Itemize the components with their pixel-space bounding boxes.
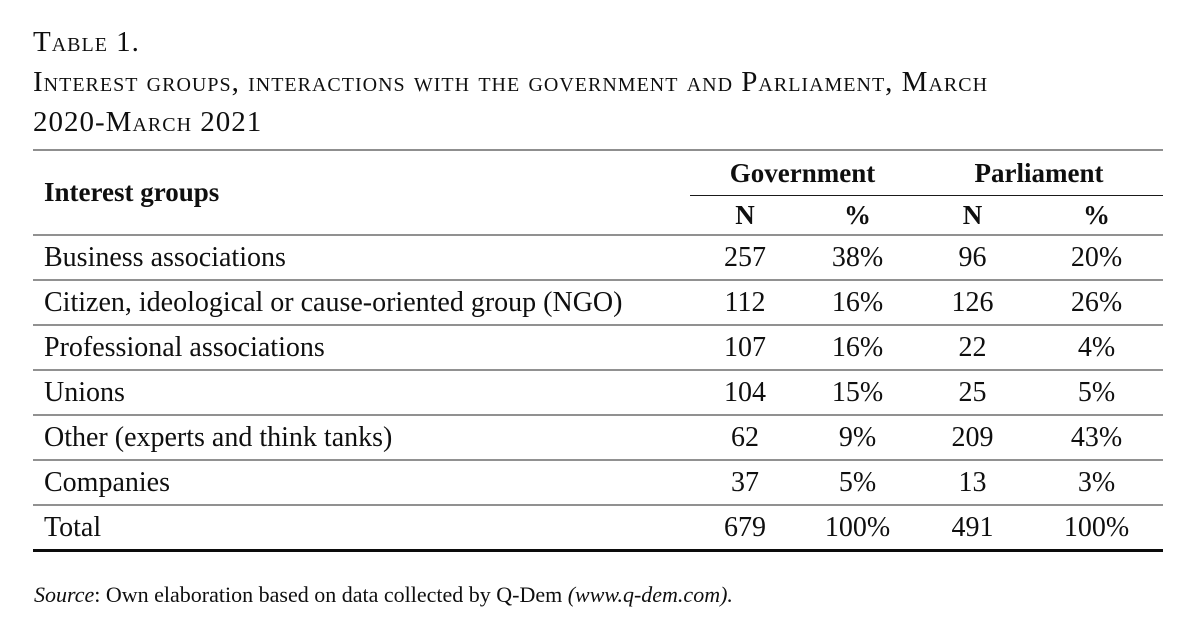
parl-pct-value: 5% bbox=[1030, 369, 1163, 415]
source-url: (www.q-dem.com). bbox=[567, 582, 733, 607]
gov-pct-value: 16% bbox=[800, 279, 915, 325]
table-title-block: Table 1. Interest groups, interactions w… bbox=[33, 22, 1163, 142]
gov-n-value: 107 bbox=[690, 324, 800, 370]
source-note: Source: Own elaboration based on data co… bbox=[33, 582, 1163, 608]
parl-pct-value: 43% bbox=[1030, 414, 1163, 460]
parl-n-value: 96 bbox=[915, 234, 1030, 280]
subheader-government-n: N bbox=[735, 199, 755, 230]
gov-n-value: 37 bbox=[690, 459, 800, 505]
column-group-government: Government bbox=[690, 150, 915, 196]
parl-pct-value: 4% bbox=[1030, 324, 1163, 370]
row-label: Citizen, ideological or cause-oriented g… bbox=[33, 279, 690, 325]
parl-pct-value: 3% bbox=[1030, 459, 1163, 505]
interest-groups-table: Interest groups Government Parliament N … bbox=[33, 149, 1163, 552]
table-row: Business associations 257 38% 96 20% bbox=[33, 234, 1163, 280]
header-row-subcolumns: N % N % bbox=[33, 196, 1163, 236]
table-row: Citizen, ideological or cause-oriented g… bbox=[33, 279, 1163, 325]
table-row: Unions 104 15% 25 5% bbox=[33, 369, 1163, 415]
source-text: : Own elaboration based on data collecte… bbox=[94, 582, 568, 607]
source-label: Source bbox=[34, 582, 95, 607]
table-row: Companies 37 5% 13 3% bbox=[33, 459, 1163, 505]
parl-n-value: 491 bbox=[915, 504, 1030, 551]
gov-n-value: 112 bbox=[690, 279, 800, 325]
parl-n-value: 209 bbox=[915, 414, 1030, 460]
gov-pct-value: 15% bbox=[800, 369, 915, 415]
column-header-interest-groups: Interest groups bbox=[44, 177, 220, 207]
gov-pct-value: 5% bbox=[800, 459, 915, 505]
parl-n-value: 25 bbox=[915, 369, 1030, 415]
parl-pct-value: 20% bbox=[1030, 234, 1163, 280]
parl-pct-value: 100% bbox=[1030, 504, 1163, 551]
row-label: Total bbox=[33, 504, 690, 551]
table-row: Other (experts and think tanks) 62 9% 20… bbox=[33, 414, 1163, 460]
table-row-total: Total 679 100% 491 100% bbox=[33, 504, 1163, 551]
row-label: Professional associations bbox=[33, 324, 690, 370]
gov-n-value: 104 bbox=[690, 369, 800, 415]
row-label: Unions bbox=[33, 369, 690, 415]
row-label: Business associations bbox=[33, 234, 690, 280]
table-caption-line-2: 2020-March 2021 bbox=[33, 106, 263, 138]
parl-pct-value: 26% bbox=[1030, 279, 1163, 325]
subheader-parliament-n: N bbox=[962, 199, 983, 230]
subheader-government-pct: % bbox=[844, 199, 871, 230]
gov-n-value: 62 bbox=[690, 414, 800, 460]
gov-pct-value: 100% bbox=[800, 504, 915, 551]
gov-pct-value: 16% bbox=[800, 324, 915, 370]
gov-pct-value: 9% bbox=[800, 414, 915, 460]
table-caption-number: Table 1. bbox=[33, 26, 140, 58]
parl-n-value: 126 bbox=[915, 279, 1030, 325]
gov-pct-value: 38% bbox=[800, 234, 915, 280]
gov-n-value: 679 bbox=[690, 504, 800, 551]
parl-n-value: 22 bbox=[915, 324, 1030, 370]
parl-n-value: 13 bbox=[915, 459, 1030, 505]
gov-n-value: 257 bbox=[690, 234, 800, 280]
header-row-groups: Interest groups Government Parliament bbox=[33, 150, 1163, 207]
row-label: Companies bbox=[33, 459, 690, 505]
row-label: Other (experts and think tanks) bbox=[33, 414, 690, 460]
table-row: Professional associations 107 16% 22 4% bbox=[33, 324, 1163, 370]
table-caption-line-1: Interest groups, interactions with the g… bbox=[33, 66, 989, 98]
subheader-parliament-pct: % bbox=[1083, 199, 1110, 230]
column-group-parliament: Parliament bbox=[915, 150, 1163, 196]
